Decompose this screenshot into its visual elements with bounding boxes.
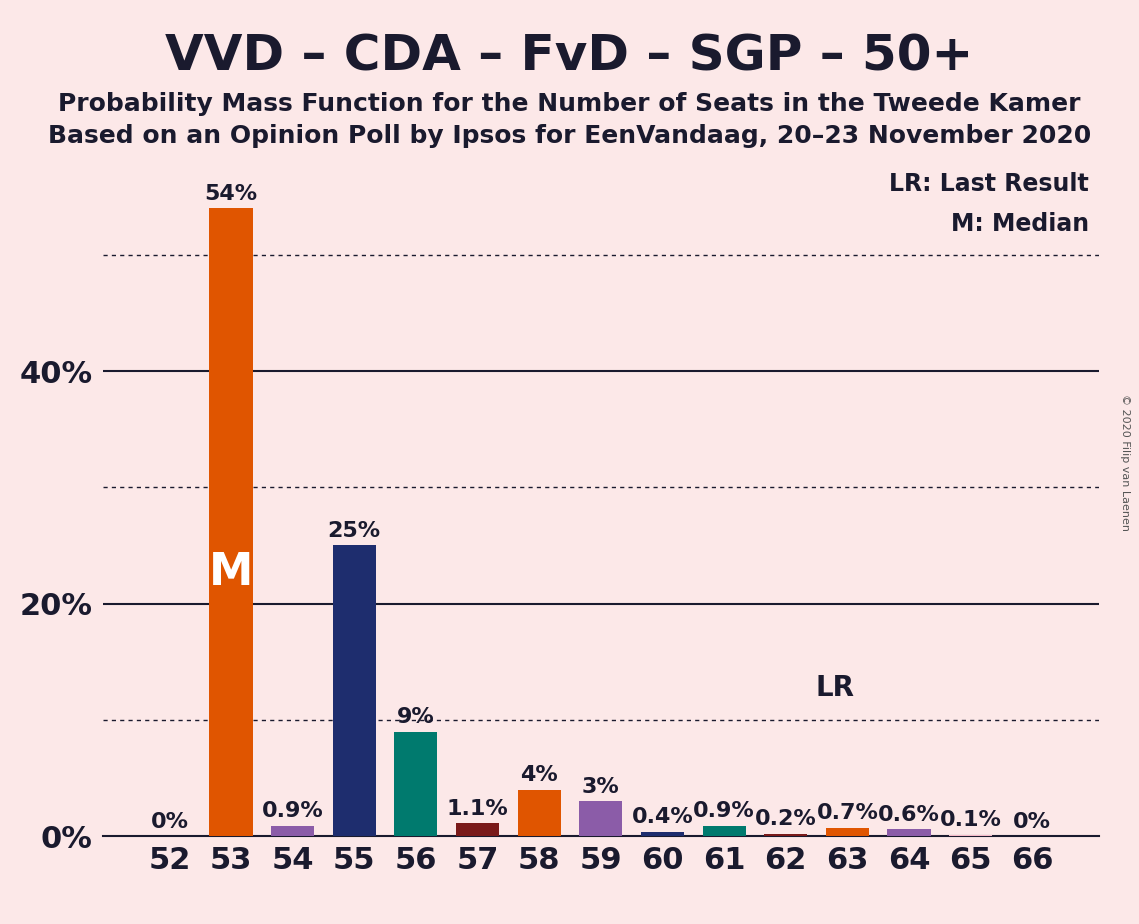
Bar [641,832,685,836]
Text: VVD – CDA – FvD – SGP – 50+: VVD – CDA – FvD – SGP – 50+ [165,32,974,80]
Text: © 2020 Filip van Laenen: © 2020 Filip van Laenen [1121,394,1130,530]
Text: 4%: 4% [521,765,558,785]
Bar [826,828,869,836]
Text: LR: Last Result: LR: Last Result [890,172,1089,196]
Bar [333,545,376,836]
Text: M: M [208,551,253,594]
Bar [703,826,746,836]
Bar [764,833,808,836]
Bar [394,732,437,836]
Bar [456,823,499,836]
Text: M: Median: M: Median [951,213,1089,237]
Bar [210,208,253,836]
Text: 0.2%: 0.2% [755,809,817,829]
Text: 1.1%: 1.1% [446,798,508,819]
Text: 0.6%: 0.6% [878,805,940,824]
Bar [517,790,560,836]
Text: 25%: 25% [328,521,380,541]
Bar [887,829,931,836]
Text: 0.9%: 0.9% [694,801,755,821]
Text: Based on an Opinion Poll by Ipsos for EenVandaag, 20–23 November 2020: Based on an Opinion Poll by Ipsos for Ee… [48,124,1091,148]
Text: 9%: 9% [398,707,435,727]
Text: 0%: 0% [150,811,188,832]
Bar [580,801,622,836]
Text: 0.1%: 0.1% [940,810,1001,831]
Text: 0.9%: 0.9% [262,801,323,821]
Bar [949,835,992,836]
Text: LR: LR [816,675,854,702]
Bar [271,826,314,836]
Text: 54%: 54% [205,184,257,203]
Text: Probability Mass Function for the Number of Seats in the Tweede Kamer: Probability Mass Function for the Number… [58,92,1081,116]
Text: 3%: 3% [582,777,620,796]
Text: 0.7%: 0.7% [817,804,878,823]
Text: 0.4%: 0.4% [632,807,694,827]
Text: 0%: 0% [1014,811,1051,832]
